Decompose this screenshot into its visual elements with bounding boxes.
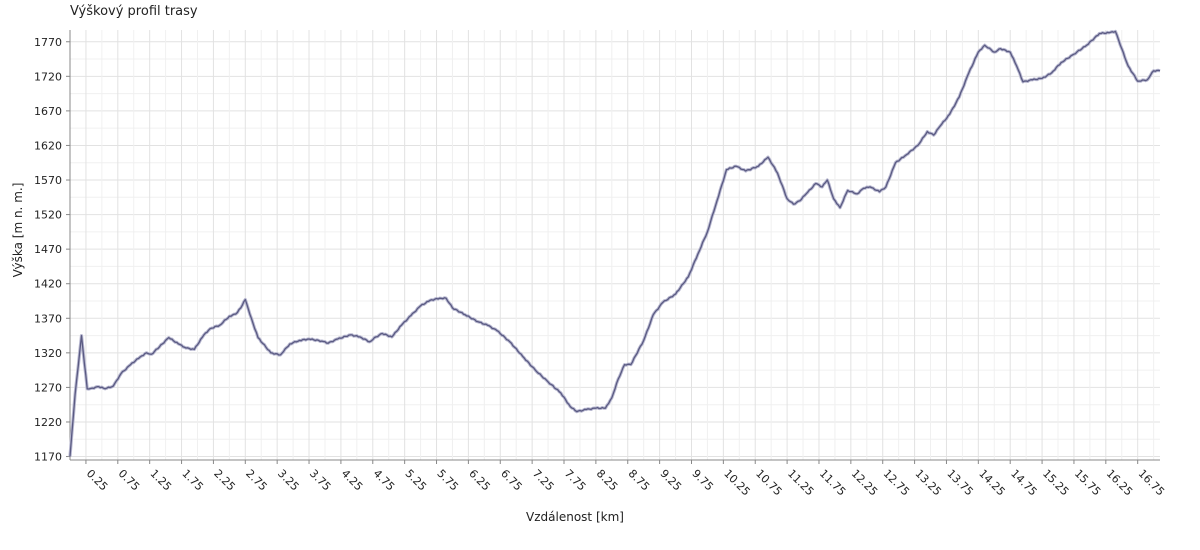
x-tick-label: 2.25 <box>211 467 238 494</box>
x-tick-label: 13.75 <box>944 467 975 498</box>
y-tick-label: 1220 <box>34 416 62 429</box>
x-tick-label: 3.75 <box>307 467 334 494</box>
x-tick-label: 1.75 <box>179 467 206 494</box>
x-tick-label: 9.25 <box>657 467 684 494</box>
x-tick-label: 16.25 <box>1104 467 1135 498</box>
y-axis-title: Výška [m n. m.] <box>11 183 25 278</box>
y-tick-label: 1570 <box>34 174 62 187</box>
x-tick-label: 0.75 <box>116 467 143 494</box>
x-tick-label: 12.25 <box>849 467 880 498</box>
y-tick-label: 1470 <box>34 243 62 256</box>
x-tick-label: 15.75 <box>1072 467 1103 498</box>
x-tick-label: 15.25 <box>1040 467 1071 498</box>
x-axis-title: Vzdálenost [km] <box>526 510 624 524</box>
y-tick-label: 1670 <box>34 105 62 118</box>
x-tick-label: 3.25 <box>275 467 302 494</box>
x-tick-label: 7.75 <box>562 467 589 494</box>
x-tick-label: 5.75 <box>434 467 461 494</box>
x-tick-label: 5.25 <box>403 467 430 494</box>
x-tick-label: 4.75 <box>371 467 398 494</box>
y-tick-label: 1420 <box>34 278 62 291</box>
y-tick-label: 1170 <box>34 451 62 464</box>
x-tick-label: 11.75 <box>817 467 848 498</box>
x-tick-label: 9.75 <box>689 467 716 494</box>
y-tick-labels: 1170 1220 1270 1320 1370 1420 1470 1520 1570 1620… <box>34 36 70 464</box>
x-tick-label: 13.25 <box>912 467 943 498</box>
y-tick-label: 1520 <box>34 209 62 222</box>
x-tick-label: 14.75 <box>1008 467 1039 498</box>
x-tick-label: 14.25 <box>976 467 1007 498</box>
grid <box>70 30 1160 460</box>
x-tick-label: 8.25 <box>594 467 621 494</box>
x-tick-label: 12.75 <box>881 467 912 498</box>
x-tick-label: 11.25 <box>785 467 816 498</box>
x-tick-label: 8.75 <box>626 467 653 494</box>
x-tick-label: 0.25 <box>84 467 111 494</box>
elevation-line <box>69 30 1161 457</box>
x-tick-label: 6.75 <box>498 467 525 494</box>
x-tick-label: 4.25 <box>339 467 366 494</box>
x-tick-label: 1.25 <box>148 467 175 494</box>
x-tick-label: 10.75 <box>753 467 784 498</box>
x-tick-label: 6.25 <box>466 467 493 494</box>
chart-title: Výškový profil trasy <box>70 4 198 19</box>
x-tick-label: 10.25 <box>721 467 752 498</box>
y-tick-label: 1320 <box>34 347 62 360</box>
y-tick-label: 1270 <box>34 381 62 394</box>
series-layer <box>68 29 1161 457</box>
y-tick-label: 1620 <box>34 139 62 152</box>
plot-area <box>70 30 1160 460</box>
y-tick-label: 1720 <box>34 70 62 83</box>
x-tick-label: 16.75 <box>1136 467 1167 498</box>
x-tick-label: 7.25 <box>530 467 557 494</box>
y-tick-label: 1770 <box>34 36 62 49</box>
x-tick-label: 2.75 <box>243 467 270 494</box>
x-tick-labels: 0.25 0.75 1.25 1.75 2.25 2.75 3.25 3.75 4.25 4.75… <box>84 460 1167 498</box>
y-tick-label: 1370 <box>34 312 62 325</box>
